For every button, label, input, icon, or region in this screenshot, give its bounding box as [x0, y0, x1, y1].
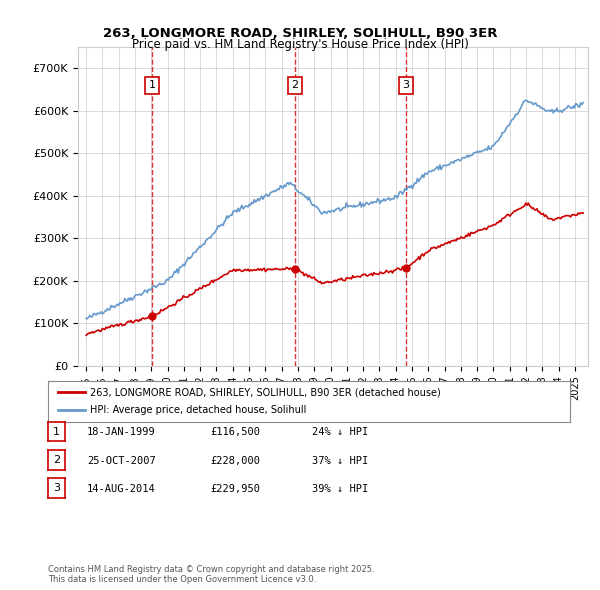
Text: 2: 2: [53, 455, 60, 465]
Text: HPI: Average price, detached house, Solihull: HPI: Average price, detached house, Soli…: [90, 405, 306, 415]
Text: 263, LONGMORE ROAD, SHIRLEY, SOLIHULL, B90 3ER (detached house): 263, LONGMORE ROAD, SHIRLEY, SOLIHULL, B…: [90, 387, 440, 397]
Text: 1: 1: [53, 427, 60, 437]
Text: £228,000: £228,000: [210, 456, 260, 466]
Text: Contains HM Land Registry data © Crown copyright and database right 2025.
This d: Contains HM Land Registry data © Crown c…: [48, 565, 374, 584]
Text: 3: 3: [53, 483, 60, 493]
Text: 18-JAN-1999: 18-JAN-1999: [87, 428, 156, 437]
Text: 263, LONGMORE ROAD, SHIRLEY, SOLIHULL, B90 3ER: 263, LONGMORE ROAD, SHIRLEY, SOLIHULL, B…: [103, 27, 497, 40]
Text: 14-AUG-2014: 14-AUG-2014: [87, 484, 156, 494]
Text: 1: 1: [149, 80, 155, 90]
Text: 24% ↓ HPI: 24% ↓ HPI: [312, 428, 368, 437]
Text: 25-OCT-2007: 25-OCT-2007: [87, 456, 156, 466]
Text: 37% ↓ HPI: 37% ↓ HPI: [312, 456, 368, 466]
Text: 3: 3: [403, 80, 409, 90]
Text: £229,950: £229,950: [210, 484, 260, 494]
Text: £116,500: £116,500: [210, 428, 260, 437]
Text: Price paid vs. HM Land Registry's House Price Index (HPI): Price paid vs. HM Land Registry's House …: [131, 38, 469, 51]
Text: 39% ↓ HPI: 39% ↓ HPI: [312, 484, 368, 494]
Text: 2: 2: [292, 80, 298, 90]
